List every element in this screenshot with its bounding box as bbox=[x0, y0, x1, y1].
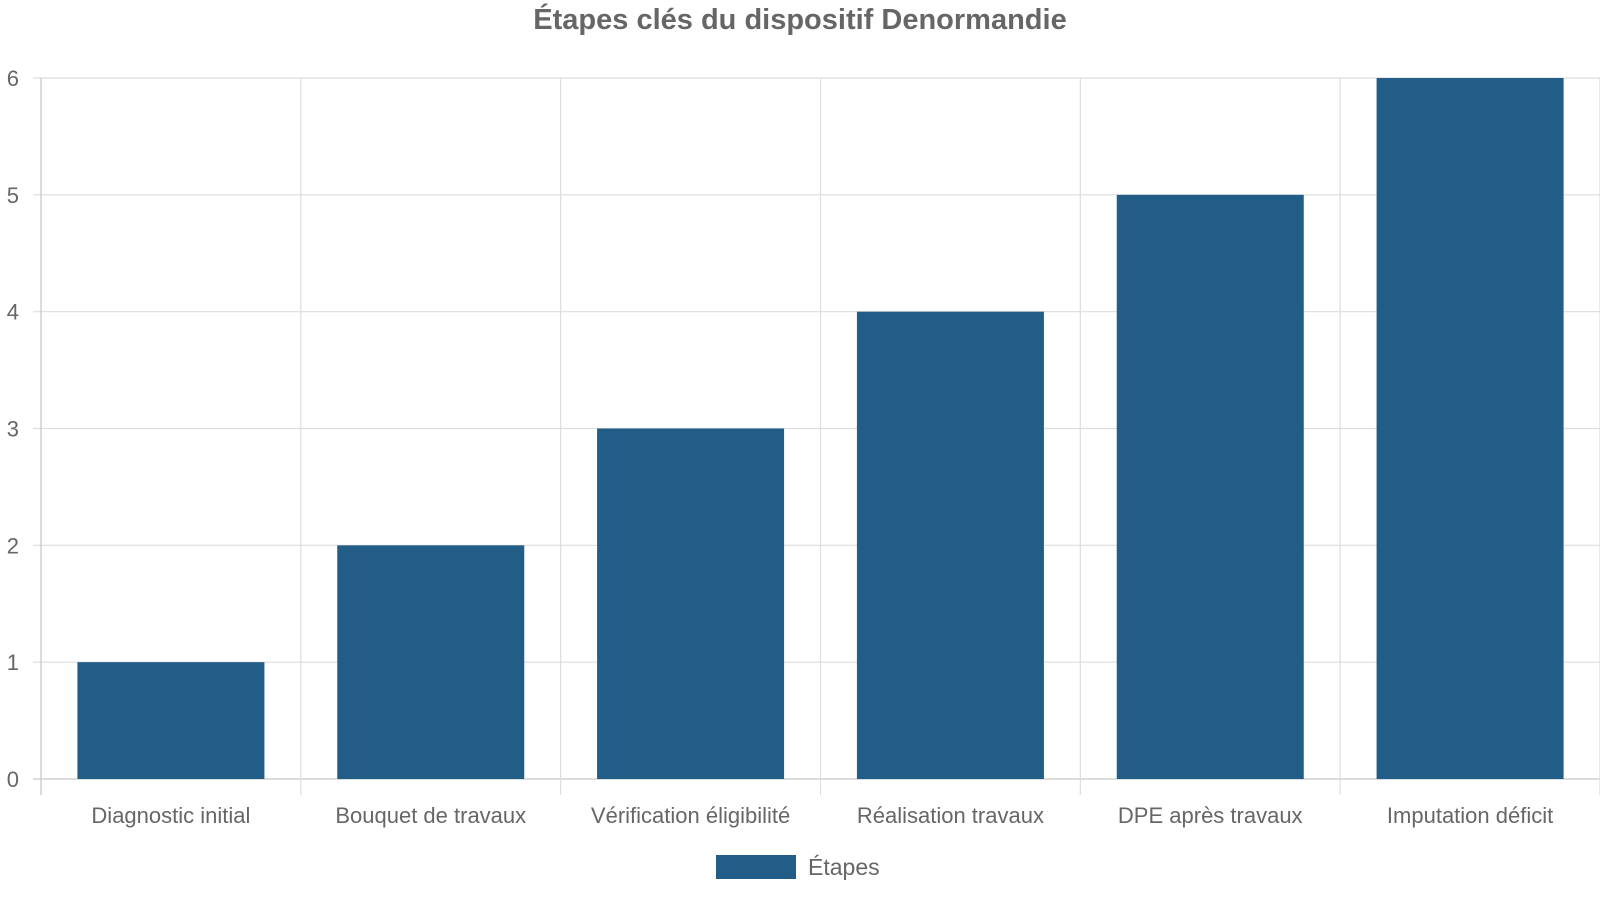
x-tick-label: Réalisation travaux bbox=[857, 803, 1044, 828]
x-tick-label: DPE après travaux bbox=[1118, 803, 1303, 828]
legend[interactable]: Étapes bbox=[716, 854, 880, 880]
y-tick-label: 2 bbox=[7, 533, 19, 558]
y-axis-ticks: 0 1 2 3 4 5 6 bbox=[7, 66, 19, 792]
bar[interactable] bbox=[77, 662, 265, 779]
y-tick-label: 3 bbox=[7, 417, 19, 442]
y-tick-label: 4 bbox=[7, 300, 19, 325]
legend-swatch bbox=[716, 855, 796, 879]
x-tick-label: Vérification éligibilité bbox=[591, 803, 790, 828]
grid bbox=[33, 77, 1600, 795]
chart-title: Étapes clés du dispositif Denormandie bbox=[533, 2, 1066, 36]
bars bbox=[77, 78, 1564, 780]
x-tick-label: Bouquet de travaux bbox=[335, 803, 526, 828]
x-axis-ticks: Diagnostic initial Bouquet de travaux Véri… bbox=[91, 803, 1553, 828]
bar[interactable] bbox=[337, 545, 525, 779]
y-tick-label: 6 bbox=[7, 66, 19, 91]
legend-label: Étapes bbox=[808, 854, 880, 880]
x-tick-label: Diagnostic initial bbox=[91, 803, 250, 828]
y-tick-label: 5 bbox=[7, 183, 19, 208]
x-tick-label: Imputation déficit bbox=[1387, 803, 1553, 828]
y-tick-label: 0 bbox=[7, 767, 19, 792]
bar[interactable] bbox=[1116, 194, 1304, 780]
bar[interactable] bbox=[856, 311, 1044, 779]
bar[interactable] bbox=[1376, 78, 1564, 779]
bar[interactable] bbox=[597, 428, 785, 780]
y-tick-label: 1 bbox=[7, 650, 19, 675]
